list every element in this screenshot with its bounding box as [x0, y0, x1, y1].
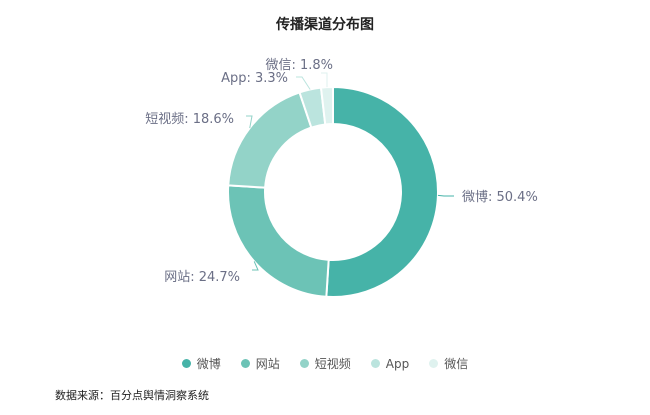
- legend-label: App: [385, 356, 410, 371]
- legend-label: 微信: [444, 357, 469, 371]
- leader-line-1: [252, 261, 259, 271]
- legend-item-3[interactable]: App: [370, 355, 410, 372]
- leader-line-2: [246, 115, 253, 129]
- legend: 微博 网站 短视频 App 微信: [0, 355, 650, 372]
- chart-title: 传播渠道分布图: [276, 17, 374, 33]
- slice-label-0: 微博: 50.4%: [462, 190, 538, 205]
- leader-line-3: [296, 76, 311, 90]
- legend-label: 网站: [255, 357, 280, 371]
- legend-item-0[interactable]: 微博: [181, 355, 221, 372]
- legend-item-2[interactable]: 短视频: [299, 355, 351, 372]
- donut-slice-1: [227, 184, 330, 298]
- legend-item-1[interactable]: 网站: [240, 355, 280, 372]
- legend-marker: [429, 359, 439, 368]
- legend-label: 短视频: [314, 357, 351, 371]
- slice-label-4: 微信: 1.8%: [265, 58, 333, 73]
- donut-slice-0: [325, 85, 439, 298]
- donut-slice-2: [227, 91, 313, 189]
- legend-marker: [240, 359, 250, 368]
- donut-slice-4: [319, 85, 334, 126]
- legend-label: 微博: [196, 357, 221, 371]
- legend-marker: [370, 359, 380, 368]
- legend-item-4[interactable]: 微信: [429, 355, 468, 372]
- slice-label-3: App: 3.3%: [221, 71, 288, 86]
- legend-marker: [299, 359, 309, 368]
- legend-marker: [181, 359, 191, 368]
- leader-line-0: [437, 194, 454, 197]
- slice-label-1: 网站: 24.7%: [164, 270, 240, 285]
- donut-chart: 微博: 50.4% 网站: 24.7% 短视频: 18.6% App: 3.3%微信:…: [145, 58, 538, 298]
- leader-line-4: [321, 72, 328, 88]
- slice-label-2: 短视频: 18.6%: [145, 112, 234, 127]
- source-note: 数据来源：百分点舆情洞察系统: [55, 389, 209, 402]
